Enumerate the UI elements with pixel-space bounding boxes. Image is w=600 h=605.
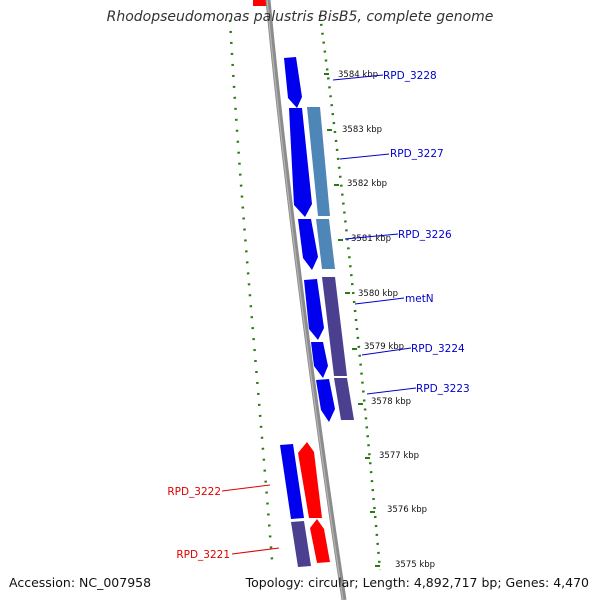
gene-label-rpd-3227: RPD_3227 <box>390 148 444 160</box>
gene-label-rpd-3224: RPD_3224 <box>411 343 465 355</box>
scale-label: 3575 kbp <box>395 560 435 570</box>
scale-label: 3584 kbp <box>338 70 378 80</box>
gc-track-inner <box>228 19 274 561</box>
cog-block-metn <box>322 277 347 376</box>
scale-label: 3581 kbp <box>351 234 391 244</box>
cds-arrow-rpd-3228 <box>284 57 302 108</box>
gene-label-rpd-3223: RPD_3223 <box>416 383 470 395</box>
leader-metn <box>354 297 405 305</box>
cds-arrow-metn <box>304 279 324 340</box>
gene-label-rpd-3228: RPD_3228 <box>383 70 437 82</box>
cog-block-rpd-3221 <box>291 521 311 567</box>
scale-label: 3583 kbp <box>342 125 382 135</box>
cds-arrow-rpd-3224 <box>311 342 328 378</box>
cds-arrow-rpd-3221-reverse <box>310 519 330 563</box>
cog-block-rpd-3226 <box>316 219 335 269</box>
scale-label: 3577 kbp <box>379 451 419 461</box>
scale-labels: 3584 kbp 3583 kbp 3582 kbp 3581 kbp 3580… <box>338 70 435 570</box>
cds-arrow-rpd-3223 <box>316 379 335 422</box>
gene-label-rpd-3222: RPD_3222 <box>167 486 221 498</box>
cds-arrow-rpd-3226 <box>298 219 318 270</box>
cog-block-rpd-3227 <box>307 107 330 216</box>
leader-rpd-3224 <box>361 347 412 356</box>
cog-block-rpd-3223 <box>334 378 354 420</box>
leader-rpd-3221 <box>231 547 280 555</box>
cds-block-rpd-3222 <box>280 444 304 519</box>
scale-label: 3579 kbp <box>364 342 404 352</box>
label-leaders <box>221 74 417 555</box>
genome-backbone <box>265 0 347 601</box>
leader-rpd-3226 <box>344 233 399 240</box>
genome-backbone-highlight <box>266 0 344 601</box>
gene-label-rpd-3221: RPD_3221 <box>176 549 230 561</box>
gene-label-rpd-3226: RPD_3226 <box>398 229 452 241</box>
cds-features <box>280 57 354 567</box>
scale-label: 3578 kbp <box>371 397 411 407</box>
leader-rpd-3223 <box>366 387 417 395</box>
gene-label-metn: metN <box>405 293 434 305</box>
leader-rpd-3222 <box>221 484 271 492</box>
cds-arrow-rpd-3222-reverse <box>298 442 322 518</box>
leader-rpd-3227 <box>339 153 390 160</box>
scale-label: 3582 kbp <box>347 179 387 189</box>
cds-arrow-rpd-3227 <box>289 108 312 217</box>
leader-rpd-3228 <box>332 74 384 81</box>
scale-label: 3580 kbp <box>358 289 398 299</box>
accession-text: Accession: NC_007958 <box>9 575 152 590</box>
scale-label: 3576 kbp <box>387 505 427 515</box>
map-title: Rhodopseudomonas palustris BisB5, comple… <box>106 9 494 25</box>
genome-summary-text: Topology: circular; Length: 4,892,717 bp… <box>245 575 589 590</box>
gene-labels: RPD_3228 RPD_3227 RPD_3226 metN RPD_3224… <box>167 70 469 561</box>
scale-ticks <box>324 73 380 567</box>
feature-top-partial <box>253 0 267 6</box>
